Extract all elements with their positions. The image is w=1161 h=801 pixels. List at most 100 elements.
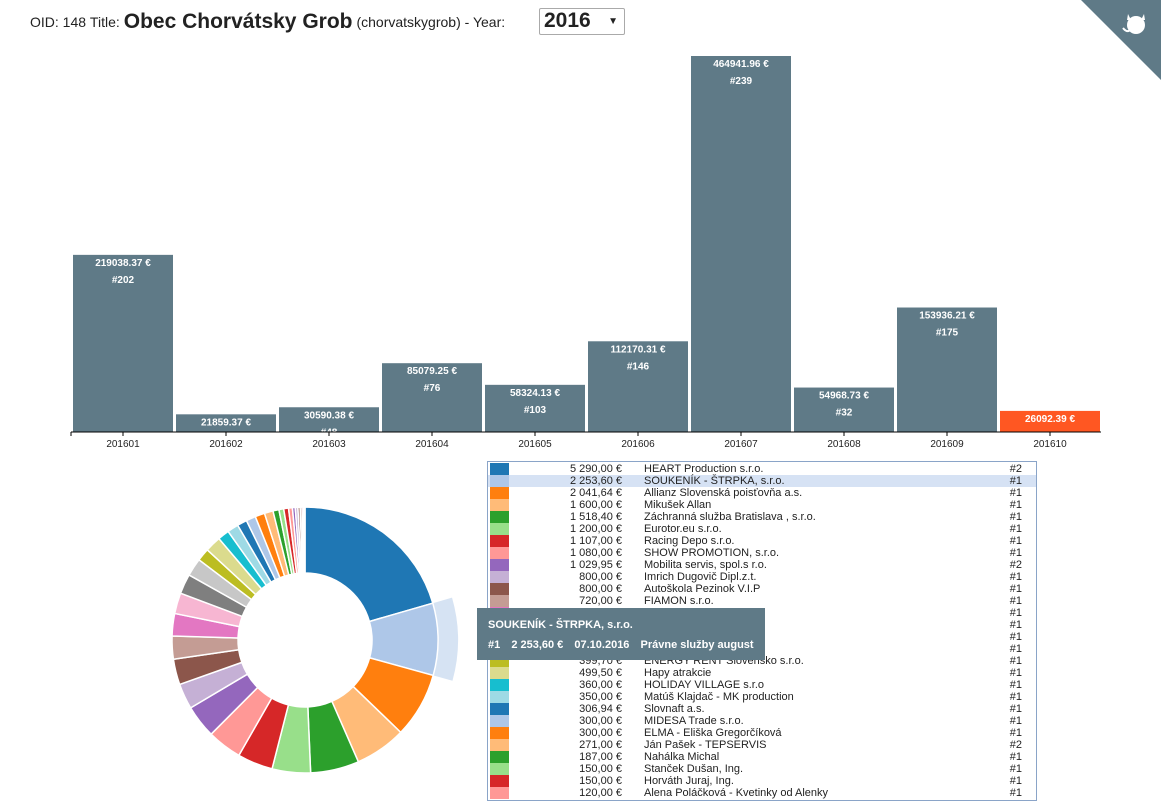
legend-count: #1 — [1009, 511, 1022, 523]
legend-count: #2 — [1009, 559, 1022, 571]
bar-201609[interactable] — [897, 307, 997, 432]
legend-amount: 5 290,00 € — [570, 463, 622, 475]
legend-amount: 1 107,00 € — [570, 535, 622, 547]
legend-amount: 2 253,60 € — [570, 475, 622, 487]
legend-row[interactable]: 2 253,60 € SOUKENÍK - ŠTRPKA, s.r.o. #1 — [488, 475, 1036, 487]
legend-amount: 150,00 € — [579, 775, 622, 787]
donut-slice[interactable] — [302, 506, 306, 574]
legend-row[interactable]: 350,00 € Matúš Klajdač - MK production #1 — [488, 691, 1036, 703]
legend-amount: 800,00 € — [579, 571, 622, 583]
legend-row[interactable]: 150,00 € Stanček Dušan, Ing. #1 — [488, 763, 1036, 775]
legend-row[interactable]: 150,00 € Horváth Juraj, Ing. #1 — [488, 775, 1036, 787]
legend-swatch — [490, 787, 509, 799]
legend-supplier-name: Mikušek Allan — [644, 499, 712, 511]
legend-supplier-name: Mobilita servis, spol.s r.o. — [644, 559, 767, 571]
legend-count: #1 — [1009, 691, 1022, 703]
page-header: OID: 148 Title: Obec Chorvátsky Grob (ch… — [30, 6, 505, 38]
legend-row[interactable]: 5 290,00 € HEART Production s.r.o. #2 — [488, 463, 1036, 475]
legend-amount: 1 200,00 € — [570, 523, 622, 535]
x-tick-label: 201605 — [518, 439, 552, 450]
legend-row[interactable]: 271,00 € Ján Pašek - TEPSERVIS #2 — [488, 739, 1036, 751]
legend-swatch — [490, 511, 509, 523]
legend-row[interactable]: 1 080,00 € SHOW PROMOTION, s.r.o. #1 — [488, 547, 1036, 559]
bar-201606[interactable] — [588, 341, 688, 432]
legend-row[interactable]: 499,50 € Hapy atrakcie #1 — [488, 667, 1036, 679]
legend-supplier-name: ELMA - Eliška Gregorčíková — [644, 727, 782, 739]
legend-amount: 300,00 € — [579, 727, 622, 739]
legend-supplier-name: SHOW PROMOTION, s.r.o. — [644, 547, 780, 559]
donut-slice[interactable] — [304, 506, 434, 623]
legend-supplier-name: HEART Production s.r.o. — [644, 463, 764, 475]
legend-count: #1 — [1009, 727, 1022, 739]
legend-amount: 1 029,95 € — [570, 559, 622, 571]
legend-row[interactable]: 1 600,00 € Mikušek Allan #1 — [488, 499, 1036, 511]
bar-201605[interactable] — [485, 384, 585, 432]
legend-amount: 271,00 € — [579, 739, 622, 751]
legend-supplier-name: SOUKENÍK - ŠTRPKA, s.r.o. — [644, 475, 785, 487]
legend-row[interactable]: 306,94 € Slovnaft a.s. #1 — [488, 703, 1036, 715]
bar-value-label: 21859.37 € — [201, 417, 251, 428]
bar-value-label: 54968.73 € — [819, 391, 869, 402]
legend-row[interactable]: 120,00 € Alena Poláčková - Kvetinky od Al… — [488, 787, 1036, 799]
legend-swatch — [490, 763, 509, 775]
bar-201601[interactable] — [73, 254, 173, 432]
legend-row[interactable]: 800,00 € Imrich Dugovič Dipl.z.t. #1 — [488, 571, 1036, 583]
year-select[interactable]: 2016 ▼ — [539, 8, 625, 35]
legend-swatch — [490, 523, 509, 535]
legend-count: #1 — [1009, 619, 1022, 631]
x-tick-label: 201601 — [106, 439, 140, 450]
legend-swatch — [490, 487, 509, 499]
legend-row[interactable]: 300,00 € ELMA - Eliška Gregorčíková #1 — [488, 727, 1036, 739]
bar-value-label: 85079.25 € — [407, 366, 457, 377]
oid-value: 148 — [62, 14, 87, 30]
legend-amount: 499,50 € — [579, 667, 622, 679]
legend-swatch — [490, 703, 509, 715]
legend-row[interactable]: 2 041,64 € Allianz Slovenská poisťovňa a.… — [488, 487, 1036, 499]
legend-supplier-name: HOLIDAY VILLAGE s.r.o — [644, 679, 765, 691]
legend-swatch — [490, 679, 509, 691]
title-label: Title: — [89, 14, 120, 30]
github-corner-link[interactable] — [1081, 0, 1161, 80]
legend-count: #1 — [1009, 763, 1022, 775]
x-tick-label: 201603 — [312, 439, 346, 450]
bar-count-label: #40 — [1042, 431, 1059, 442]
legend-count: #1 — [1009, 535, 1022, 547]
legend-row[interactable]: 1 200,00 € Eurotor.eu s.r.o. #1 — [488, 523, 1036, 535]
bar-201608[interactable] — [794, 387, 894, 432]
legend-amount: 720,00 € — [579, 595, 622, 607]
legend-row[interactable]: 187,00 € Nahálka Michal #1 — [488, 751, 1036, 763]
bar-201607[interactable] — [691, 56, 791, 432]
x-tick-label: 201609 — [930, 439, 964, 450]
page-title: Obec Chorvátsky Grob — [123, 10, 353, 33]
legend-swatch — [490, 547, 509, 559]
legend-count: #2 — [1009, 739, 1022, 751]
legend-count: #1 — [1009, 655, 1022, 667]
legend-row[interactable]: 1 029,95 € Mobilita servis, spol.s r.o. #2 — [488, 559, 1036, 571]
bar-count-label: #76 — [424, 383, 441, 394]
legend-supplier-name: Nahálka Michal — [644, 751, 720, 763]
legend-swatch — [490, 559, 509, 571]
legend-count: #1 — [1009, 607, 1022, 619]
legend-row[interactable]: 360,00 € HOLIDAY VILLAGE s.r.o #1 — [488, 679, 1036, 691]
legend-amount: 1 518,40 € — [570, 511, 622, 523]
bar-201610[interactable] — [1000, 410, 1100, 432]
tooltip-count: #1 — [488, 639, 501, 651]
bar-value-label: 26092.39 € — [1025, 414, 1075, 425]
legend-supplier-name: Imrich Dugovič Dipl.z.t. — [644, 571, 757, 583]
supplier-donut-chart — [171, 506, 459, 774]
legend-row[interactable]: 1 107,00 € Racing Depo s.r.o. #1 — [488, 535, 1036, 547]
bar-count-label: #146 — [627, 361, 650, 372]
legend-supplier-name: Záchranná služba Bratislava , s.r.o. — [644, 511, 816, 523]
legend-row[interactable]: 800,00 € Autoškola Pezinok V.I.P #1 — [488, 583, 1036, 595]
bar-count-label: #175 — [936, 328, 959, 339]
legend-row[interactable]: 300,00 € MIDESA Trade s.r.o. #1 — [488, 715, 1036, 727]
legend-count: #1 — [1009, 715, 1022, 727]
legend-row[interactable]: 1 518,40 € Záchranná služba Bratislava , … — [488, 511, 1036, 523]
bar-201602[interactable] — [176, 414, 276, 432]
bar-value-label: 464941.96 € — [713, 59, 769, 70]
bar-201603[interactable] — [279, 407, 379, 432]
legend-row[interactable]: 720,00 € FIAMON s.r.o. #1 — [488, 595, 1036, 607]
bar-value-label: 219038.37 € — [95, 258, 151, 269]
legend-count: #1 — [1009, 703, 1022, 715]
bar-201604[interactable] — [382, 363, 482, 432]
